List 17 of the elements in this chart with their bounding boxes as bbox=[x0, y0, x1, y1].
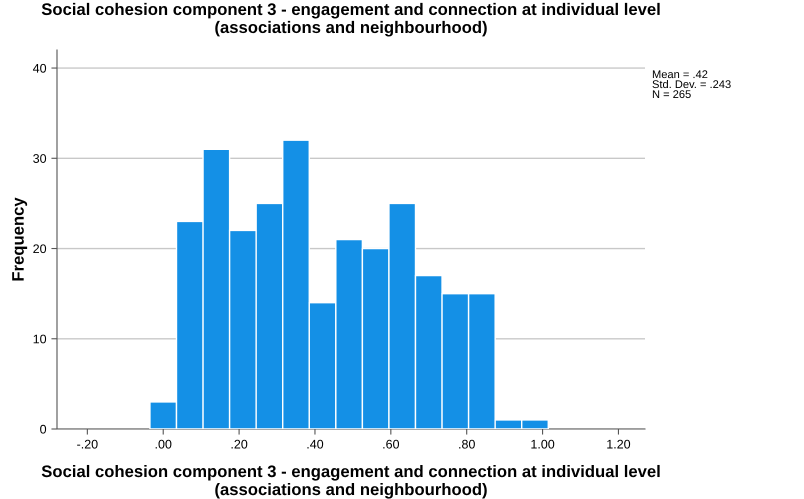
x-tick-label: .60 bbox=[383, 440, 400, 449]
x-tick-label: .40 bbox=[307, 440, 324, 449]
x-tick-label: .20 bbox=[232, 440, 248, 449]
y-axis-title: Frequency bbox=[12, 197, 28, 281]
y-tick-label: 30 bbox=[33, 154, 46, 163]
text: Mean = .42 Std. Dev. = .243 N = 265 bbox=[652, 70, 731, 98]
x-axis-title: Social cohesion component 3 - engagement and connection at individual level (associations and neighbourhood) bbox=[42, 464, 660, 499]
x-tick-label: -.20 bbox=[77, 440, 98, 449]
x-tick-label: .80 bbox=[459, 440, 475, 449]
x-tick-label: 1.00 bbox=[531, 440, 554, 449]
y-tick-label: 10 bbox=[34, 334, 46, 344]
y-tick-label: 20 bbox=[33, 244, 46, 254]
y-tick-label: 40 bbox=[32, 64, 46, 73]
y-tick-label: 0 bbox=[40, 424, 46, 434]
chart-title: Social cohesion component 3 - engagement and connection at individual level (associations and neighbourhood) bbox=[42, 2, 660, 36]
x-tick-label: .00 bbox=[156, 440, 172, 449]
x-tick-label: 1.20 bbox=[607, 440, 630, 449]
